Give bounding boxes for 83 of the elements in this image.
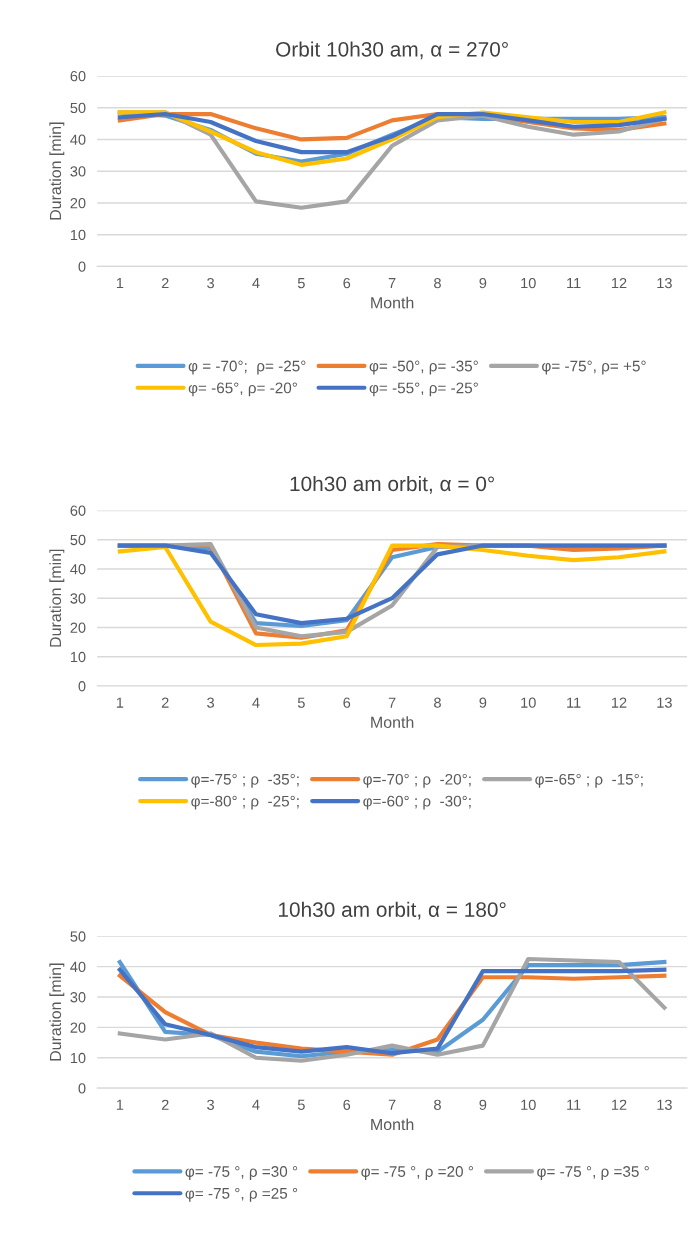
x-tick-label: 12 xyxy=(612,697,627,708)
x-tick-label: 8 xyxy=(434,697,441,708)
x-tick-label: 9 xyxy=(479,1099,487,1110)
legend-label: φ= -55°, ρ= -25° xyxy=(369,382,478,397)
y-tick-label: 40 xyxy=(70,961,86,973)
x-tick-label: 3 xyxy=(207,277,215,289)
x-tick-label: 7 xyxy=(388,278,396,289)
x-tick-label: 5 xyxy=(297,278,305,289)
x-tick-label: 10 xyxy=(521,1099,536,1110)
y-axis-title: Duration [min] xyxy=(49,122,65,220)
legend-label: φ= -50°, ρ= -35° xyxy=(369,360,478,375)
legend-label: φ=-70° ; ρ -20°; xyxy=(363,773,471,788)
y-tick-label: 30 xyxy=(70,593,86,604)
x-tick-label: 5 xyxy=(297,697,305,708)
y-axis-title: Duration [min] xyxy=(49,549,65,647)
y-tick-label: 20 xyxy=(70,622,86,633)
x-tick-label: 12 xyxy=(612,277,627,289)
x-tick-label: 10 xyxy=(521,277,536,289)
legend-label: φ= -75 °, ρ =35 ° xyxy=(537,1166,649,1180)
x-tick-label: 1 xyxy=(116,697,124,708)
y-tick-label: 50 xyxy=(70,102,86,114)
line-series xyxy=(117,111,667,155)
x-tick-label: 3 xyxy=(207,1099,215,1110)
y-tick-label: 30 xyxy=(70,166,86,177)
y-tick-label: 40 xyxy=(70,134,86,145)
x-tick-label: 8 xyxy=(434,1099,441,1110)
x-tick-label: 2 xyxy=(161,1099,169,1110)
x-tick-label: 11 xyxy=(567,697,581,708)
y-tick-label: 20 xyxy=(70,1022,86,1033)
y-tick-label: 20 xyxy=(70,198,86,209)
x-tick-label: 4 xyxy=(252,697,260,708)
chart-title: Orbit 10h30 am, α = 270° xyxy=(276,41,508,60)
legend-label: φ = -70°; ρ= -25° xyxy=(188,360,306,375)
x-tick-label: 13 xyxy=(657,697,672,708)
y-tick-label: 10 xyxy=(70,229,86,241)
x-tick-label: 13 xyxy=(657,277,672,289)
x-tick-label: 7 xyxy=(388,697,396,708)
legend-label: φ=-80° ; ρ -25°; xyxy=(191,795,299,810)
legend-label: φ=-65° ; ρ -15°; xyxy=(535,773,643,788)
legend-label: φ=-60° ; ρ -30°; xyxy=(363,795,471,810)
x-tick-label: 2 xyxy=(161,277,169,289)
x-tick-label: 4 xyxy=(252,1099,260,1110)
x-tick-label: 5 xyxy=(297,1099,305,1110)
x-tick-label: 10 xyxy=(521,697,536,708)
x-tick-label: 6 xyxy=(343,697,351,708)
y-axis-title: Duration [min] xyxy=(49,963,65,1061)
y-tick-label: 30 xyxy=(70,992,86,1003)
legend-label: φ= -75 °, ρ =25 ° xyxy=(185,1187,298,1202)
legend-label: φ= -75 °, ρ =20 ° xyxy=(361,1166,473,1180)
y-tick-label: 0 xyxy=(78,261,86,272)
x-tick-label: 13 xyxy=(657,1099,672,1110)
y-tick-label: 50 xyxy=(70,931,86,942)
y-tick-label: 40 xyxy=(70,564,86,575)
x-tick-label: 1 xyxy=(116,1099,124,1110)
legend-label: φ=-75° ; ρ -35°; xyxy=(191,773,299,788)
x-tick-label: 7 xyxy=(388,1099,396,1110)
x-tick-label: 11 xyxy=(567,1099,581,1110)
y-tick-label: 60 xyxy=(70,71,86,82)
x-tick-label: 9 xyxy=(479,697,487,708)
x-tick-label: 2 xyxy=(161,697,169,708)
legend-label: φ= -75°, ρ= +5° xyxy=(542,360,646,375)
x-axis-title: Month xyxy=(371,1118,414,1131)
x-tick-label: 1 xyxy=(116,278,124,289)
y-tick-label: 10 xyxy=(70,1052,86,1064)
y-tick-label: 10 xyxy=(70,651,86,663)
x-tick-label: 11 xyxy=(567,278,581,289)
y-tick-label: 0 xyxy=(78,681,86,692)
x-tick-label: 12 xyxy=(612,1099,627,1110)
x-tick-label: 9 xyxy=(479,277,487,289)
legend-label: φ= -75 °, ρ =30 ° xyxy=(185,1166,298,1180)
y-tick-label: 50 xyxy=(70,534,86,546)
chart-title: 10h30 am orbit, α = 0° xyxy=(290,475,494,494)
y-tick-label: 0 xyxy=(78,1083,86,1094)
x-tick-label: 6 xyxy=(343,1099,351,1110)
y-tick-label: 60 xyxy=(70,505,86,516)
x-axis-title: Month xyxy=(371,296,414,309)
x-tick-label: 8 xyxy=(434,277,441,289)
legend-label: φ= -65°, ρ= -20° xyxy=(188,382,297,397)
x-axis-title: Month xyxy=(371,716,414,728)
x-tick-label: 3 xyxy=(207,697,215,708)
chart-title: 10h30 am orbit, α = 180° xyxy=(278,901,506,920)
x-tick-label: 6 xyxy=(343,277,351,289)
x-tick-label: 4 xyxy=(252,278,260,289)
